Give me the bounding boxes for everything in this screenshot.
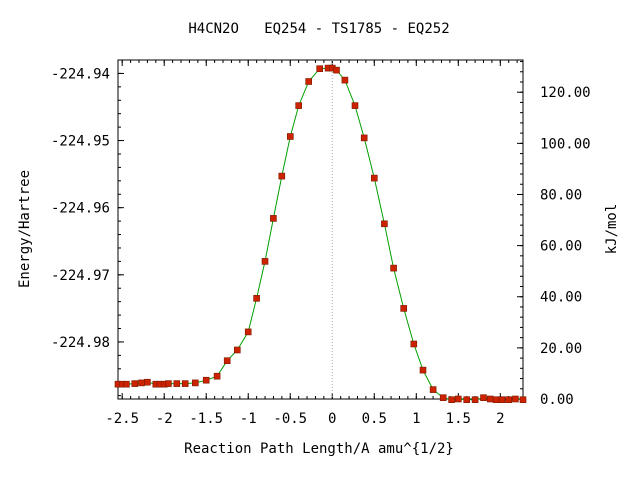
x-tick-label: 1.5 (446, 411, 471, 427)
y-tick-label: -224.94 (51, 66, 110, 82)
x-tick-label: 0 (328, 411, 336, 427)
data-point (223, 357, 231, 365)
data-point (486, 395, 494, 403)
data-point (305, 78, 313, 85)
data-point (295, 102, 303, 109)
y2-tick-label: 60.00 (540, 239, 582, 255)
y-tick-label: -224.98 (51, 335, 110, 351)
data-point (181, 380, 189, 387)
data-point (138, 379, 145, 387)
y2-tick-labels: 0.00 20.00 40.00 60.00 80.00 100.00 120.00 (540, 85, 591, 408)
data-point (123, 380, 130, 388)
x-tick-label: -2.5 (105, 411, 139, 427)
y-axis-label: Energy/Hartree (17, 170, 33, 288)
data-point (278, 172, 286, 180)
data-point (286, 133, 294, 140)
data-point (234, 346, 241, 354)
y2-tick-label: 100.00 (540, 136, 591, 152)
data-point (505, 396, 513, 404)
axis-ticks (118, 60, 523, 400)
y-tick-label: -224.97 (51, 268, 110, 284)
data-point (448, 396, 455, 404)
data-point (419, 366, 427, 374)
data-point (360, 134, 368, 142)
data-point (400, 305, 408, 312)
data-point (202, 376, 210, 384)
y-tick-label: -224.96 (51, 201, 110, 217)
series-line (118, 67, 524, 401)
data-point (253, 294, 260, 302)
data-point (261, 258, 269, 265)
y2-tick-label: 0.00 (540, 392, 574, 408)
data-point (270, 215, 277, 222)
y2-axis-label: kJ/mol (604, 204, 620, 255)
data-point (316, 65, 324, 72)
data-point (165, 380, 172, 387)
data-point (381, 220, 388, 228)
x-tick-label: 2 (496, 411, 504, 427)
data-point (390, 264, 397, 272)
data-point (498, 396, 506, 404)
data-point (480, 394, 487, 402)
y2-tick-label: 80.00 (540, 187, 582, 203)
y2-tick-label: 40.00 (540, 290, 582, 306)
data-point (351, 102, 359, 109)
plot-area (114, 60, 527, 404)
data-point (173, 380, 181, 387)
y2-tick-label: 20.00 (540, 341, 582, 357)
plot-frame (117, 59, 524, 400)
data-point (512, 395, 519, 403)
data-point (213, 372, 221, 380)
x-axis-label: Reaction Path Length/A amu^{1/2} (184, 441, 454, 457)
data-point (333, 66, 340, 74)
data-point (370, 174, 378, 182)
data-point (519, 396, 527, 404)
x-tick-label: 0.5 (362, 411, 387, 427)
y2-tick-label: 120.00 (540, 85, 591, 101)
data-point (144, 378, 151, 386)
data-point (454, 395, 462, 403)
data-point (131, 380, 139, 387)
data-point (439, 394, 447, 402)
data-point (471, 396, 479, 404)
chart-title: H4CN2O EQ254 - TS1785 - EQ252 (188, 21, 449, 37)
data-point (463, 396, 471, 404)
data-point (192, 379, 199, 387)
x-tick-label: 1 (412, 411, 420, 427)
x-tick-label: -1 (240, 411, 257, 427)
x-tick-label: -2 (156, 411, 173, 427)
y-tick-labels: -224.94 -224.95 -224.96 -224.97 -224.98 (51, 66, 110, 351)
data-point (410, 340, 418, 348)
x-tick-labels: -2.5 -2 -1.5 -1 -0.5 0 0.5 1 1.5 2 (105, 411, 504, 427)
data-point (244, 328, 252, 336)
data-point (429, 386, 437, 393)
x-tick-label: -1.5 (189, 411, 223, 427)
data-point (492, 396, 500, 404)
y-tick-label: -224.95 (51, 134, 110, 150)
data-point (341, 76, 349, 84)
x-tick-label: -0.5 (273, 411, 307, 427)
